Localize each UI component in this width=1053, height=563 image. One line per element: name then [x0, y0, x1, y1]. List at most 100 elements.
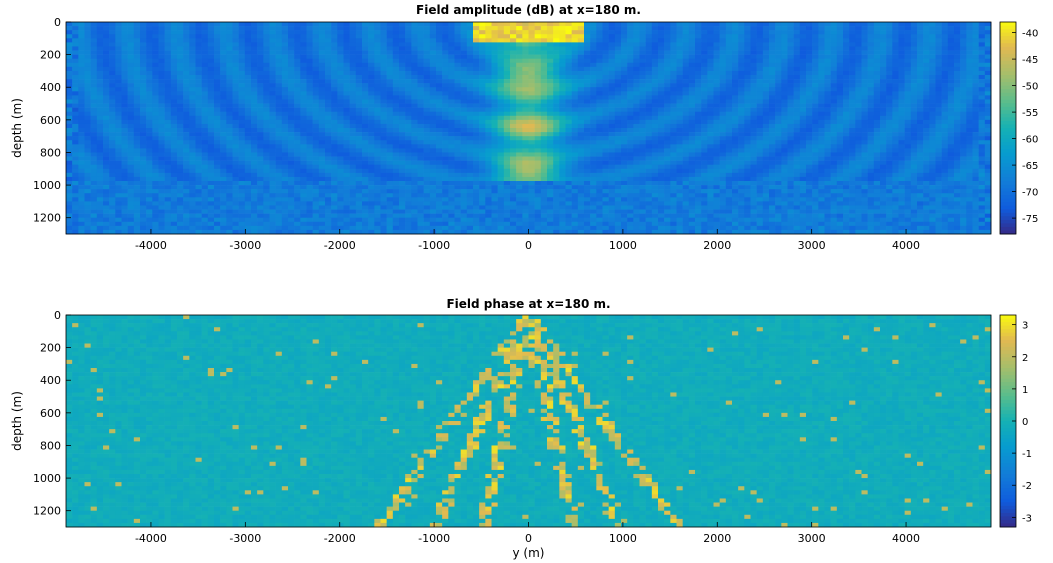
- heatmap-cell: [165, 42, 171, 46]
- heatmap-cell: [362, 59, 368, 63]
- heatmap-cell: [541, 157, 547, 161]
- heatmap-cell: [276, 99, 282, 103]
- heatmap-cell: [603, 108, 609, 112]
- heatmap-cell: [239, 136, 245, 140]
- heatmap-cell: [152, 128, 158, 132]
- heatmap-cell: [368, 128, 374, 132]
- heatmap-cell: [652, 79, 658, 83]
- heatmap-cell: [337, 42, 343, 46]
- heatmap-cell: [313, 30, 319, 34]
- heatmap-cell: [189, 67, 195, 71]
- heatmap-cell: [276, 42, 282, 46]
- heatmap-cell: [633, 75, 639, 79]
- heatmap-cell: [66, 185, 72, 189]
- heatmap-cell: [152, 63, 158, 67]
- heatmap-cell: [615, 181, 621, 185]
- heatmap-cell: [436, 34, 442, 38]
- heatmap-cell: [78, 136, 84, 140]
- heatmap-cell: [455, 63, 461, 67]
- heatmap-cell: [399, 55, 405, 59]
- heatmap-cell: [436, 136, 442, 140]
- heatmap-cell: [374, 144, 380, 148]
- heatmap-cell: [282, 46, 288, 50]
- heatmap-cell: [381, 59, 387, 63]
- heatmap-cell: [516, 104, 522, 108]
- heatmap-cell: [109, 193, 115, 197]
- heatmap-cell: [541, 124, 547, 128]
- heatmap-cell: [492, 55, 498, 59]
- heatmap-cell: [146, 205, 152, 209]
- heatmap-cell: [374, 99, 380, 103]
- heatmap-cell: [282, 210, 288, 214]
- heatmap-cell: [399, 99, 405, 103]
- heatmap-cell: [578, 128, 584, 132]
- heatmap-cell: [91, 51, 97, 55]
- heatmap-cell: [424, 214, 430, 218]
- heatmap-cell: [85, 116, 91, 120]
- heatmap-cell: [356, 91, 362, 95]
- heatmap-cell: [584, 128, 590, 132]
- heatmap-cell: [189, 222, 195, 226]
- heatmap-cell: [442, 144, 448, 148]
- heatmap-cell: [307, 169, 313, 173]
- heatmap-cell: [183, 42, 189, 46]
- heatmap-cell: [91, 38, 97, 42]
- heatmap-cell: [522, 79, 528, 83]
- heatmap-cell: [473, 104, 479, 108]
- heatmap-cell: [97, 205, 103, 209]
- heatmap-cell: [652, 201, 658, 205]
- heatmap-cell: [177, 128, 183, 132]
- heatmap-cell: [97, 120, 103, 124]
- heatmap-cell: [492, 124, 498, 128]
- heatmap-cell: [245, 165, 251, 169]
- heatmap-cell: [270, 218, 276, 222]
- heatmap-cell: [294, 177, 300, 181]
- heatmap-cell: [344, 132, 350, 136]
- heatmap-cell: [615, 116, 621, 120]
- heatmap-cell: [140, 218, 146, 222]
- heatmap-cell: [405, 157, 411, 161]
- heatmap-cell: [85, 30, 91, 34]
- heatmap-cell: [405, 210, 411, 214]
- heatmap-cell: [510, 152, 516, 156]
- heatmap-cell: [214, 185, 220, 189]
- heatmap-cell: [220, 148, 226, 152]
- heatmap-cell: [559, 173, 565, 177]
- heatmap-cell: [467, 128, 473, 132]
- heatmap-cell: [140, 120, 146, 124]
- heatmap-cell: [492, 104, 498, 108]
- heatmap-cell: [498, 67, 504, 71]
- heatmap-cell: [72, 38, 78, 42]
- heatmap-cell: [504, 197, 510, 201]
- heatmap-cell: [140, 116, 146, 120]
- heatmap-cell: [294, 108, 300, 112]
- heatmap-cell: [85, 22, 91, 26]
- heatmap-cell: [109, 181, 115, 185]
- heatmap-cell: [559, 30, 565, 34]
- heatmap-cell: [66, 165, 72, 169]
- heatmap-cell: [559, 51, 565, 55]
- heatmap-cell: [350, 161, 356, 165]
- heatmap-cell: [214, 71, 220, 75]
- heatmap-cell: [263, 120, 269, 124]
- heatmap-cell: [337, 128, 343, 132]
- heatmap-cell: [362, 169, 368, 173]
- heatmap-cell: [72, 201, 78, 205]
- heatmap-cell: [467, 83, 473, 87]
- heatmap-cell: [640, 136, 646, 140]
- heatmap-cell: [411, 177, 417, 181]
- heatmap-cell: [307, 218, 313, 222]
- heatmap-cell: [498, 124, 504, 128]
- heatmap-cell: [578, 169, 584, 173]
- heatmap-cell: [559, 214, 565, 218]
- heatmap-cell: [504, 26, 510, 30]
- heatmap-cell: [115, 112, 121, 116]
- heatmap-cell: [239, 108, 245, 112]
- heatmap-cell: [590, 120, 596, 124]
- heatmap-cell: [103, 120, 109, 124]
- heatmap-cell: [122, 193, 128, 197]
- heatmap-cell: [584, 91, 590, 95]
- heatmap-cell: [596, 34, 602, 38]
- heatmap-cell: [516, 26, 522, 30]
- heatmap-cell: [547, 201, 553, 205]
